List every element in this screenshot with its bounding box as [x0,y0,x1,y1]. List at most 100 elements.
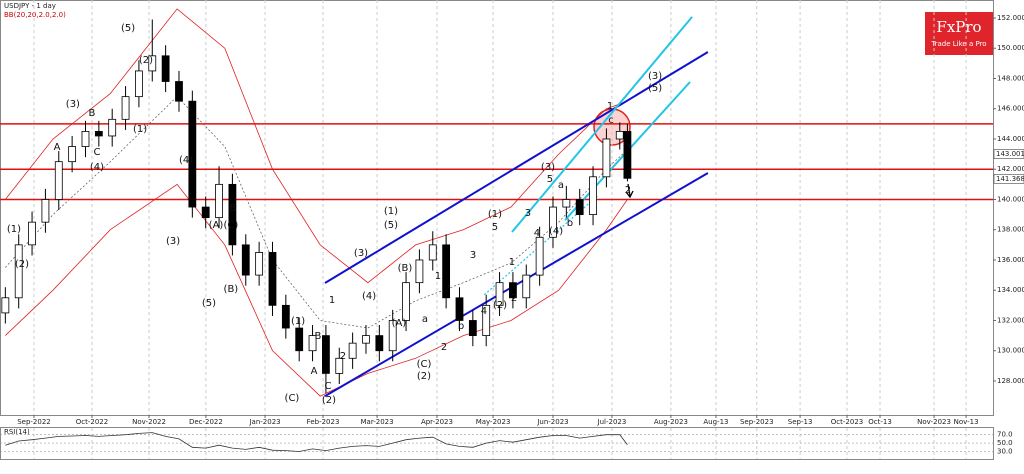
wave-label: (5) [384,220,398,231]
candle-body [335,357,344,374]
wave-label: (1) [7,224,21,235]
trend-line [511,16,693,233]
rsi-frame [0,427,994,460]
x-tick-label: Jul-2023 [597,418,627,426]
candle-body [108,118,117,137]
candle-body [268,252,277,306]
candle-body [308,335,317,352]
wave-label: (2) [417,371,431,382]
wave-label: A [311,366,318,377]
arrow [625,183,634,199]
rsi-tick-label: 70.0 [997,431,1013,439]
wave-label: (1) [291,316,305,327]
wave-label: b [567,218,573,229]
candle-body [509,282,517,299]
candle-body [28,221,36,246]
wave-label: (B) [224,284,239,295]
wave-label: (3) [166,236,180,247]
wave-label: 1 [329,295,335,306]
wave-label: (2) [15,259,29,270]
candle-body [549,206,557,238]
wave-label: 5 [547,174,553,185]
price-tag-label: 143.001 [996,150,1024,158]
candle-body [188,100,197,208]
trend-line [483,194,600,296]
wave-label: (3) [66,99,80,110]
rsi-line [5,432,628,452]
wave-label: (B) [398,263,413,274]
x-tick-label: Dec-2022 [189,418,223,426]
y-tick-label: 128.000 [997,377,1024,385]
rsi-tick-label: 30.0 [997,447,1013,455]
x-tick-label: May-2023 [476,418,511,426]
y-tick-label: 148.000 [997,74,1024,82]
wave-label: A [54,142,61,153]
wave-label: (5) [648,83,662,94]
candle-body [402,282,410,321]
x-tick-label: Oct-13 [868,418,892,426]
wave-label: c [608,115,614,126]
candle-body [295,327,304,352]
candle-body [415,259,424,284]
wave-label: 3 [525,208,531,219]
wave-label: 2 [625,185,631,196]
wave-label: 3 [470,250,476,261]
price-tag-box [993,149,1024,159]
candle-body [135,70,143,98]
wave-label: a [558,180,564,191]
x-tick-label: Sep-2023 [740,418,774,426]
candle-body [575,199,584,216]
x-tick-label: Jan-2023 [248,418,280,426]
wave-label: (A) [392,318,407,329]
logo-tagline: Trade Like a Pro [930,40,986,48]
y-tick-label: 138.000 [997,226,1024,234]
logo-box [925,12,993,55]
candle-body [175,81,183,102]
plot-frame [0,0,994,416]
y-tick-label: 150.000 [997,44,1024,52]
wave-label: 4 [481,306,487,317]
chart-title: USDJPY - 1 day [4,2,56,10]
wave-label: (C) [417,359,432,370]
candle-body [121,96,130,120]
wave-label: (1) [384,206,398,217]
wave-label: (4) [362,291,376,302]
candle-body [623,131,632,179]
candle-body [602,138,611,178]
trend-line [324,51,709,284]
candle-body [201,206,210,219]
y-tick-label: 142.000 [997,165,1024,173]
candle-body [1,297,10,314]
wave-label: b [458,321,464,332]
candle-body [495,282,504,306]
candle-body [68,146,77,163]
wave-label: a [422,314,428,325]
x-tick-label: Feb-2023 [307,418,340,426]
x-tick-label: Sep-2022 [17,418,51,426]
x-tick-label: Nov-2023 [917,418,951,426]
candle-body [215,183,223,219]
x-tick-label: Nov-13 [954,418,979,426]
wave-label: 1 [509,257,515,268]
candle-body [148,55,157,72]
wave-label: C [325,381,332,392]
y-tick-label: 140.000 [997,195,1024,203]
wave-label: 5 [492,222,498,233]
candle-body [255,252,264,276]
wave-label: 2 [511,293,517,304]
candle-body [281,304,290,329]
x-tick-label: Aug-13 [703,418,728,426]
x-tick-label: Oct-2022 [76,418,108,426]
candle-body [241,244,250,276]
wave-label: 2 [340,351,346,362]
candle-body [54,161,63,200]
candle-body [14,244,23,299]
candle-body [615,131,624,140]
wave-label: B [230,203,237,214]
candle-body [228,183,237,246]
wave-label: 1 [607,101,613,112]
y-tick-label: 134.000 [997,286,1024,294]
x-tick-label: Apr-2023 [421,418,453,426]
y-tick-label: 152.000 [997,14,1024,22]
